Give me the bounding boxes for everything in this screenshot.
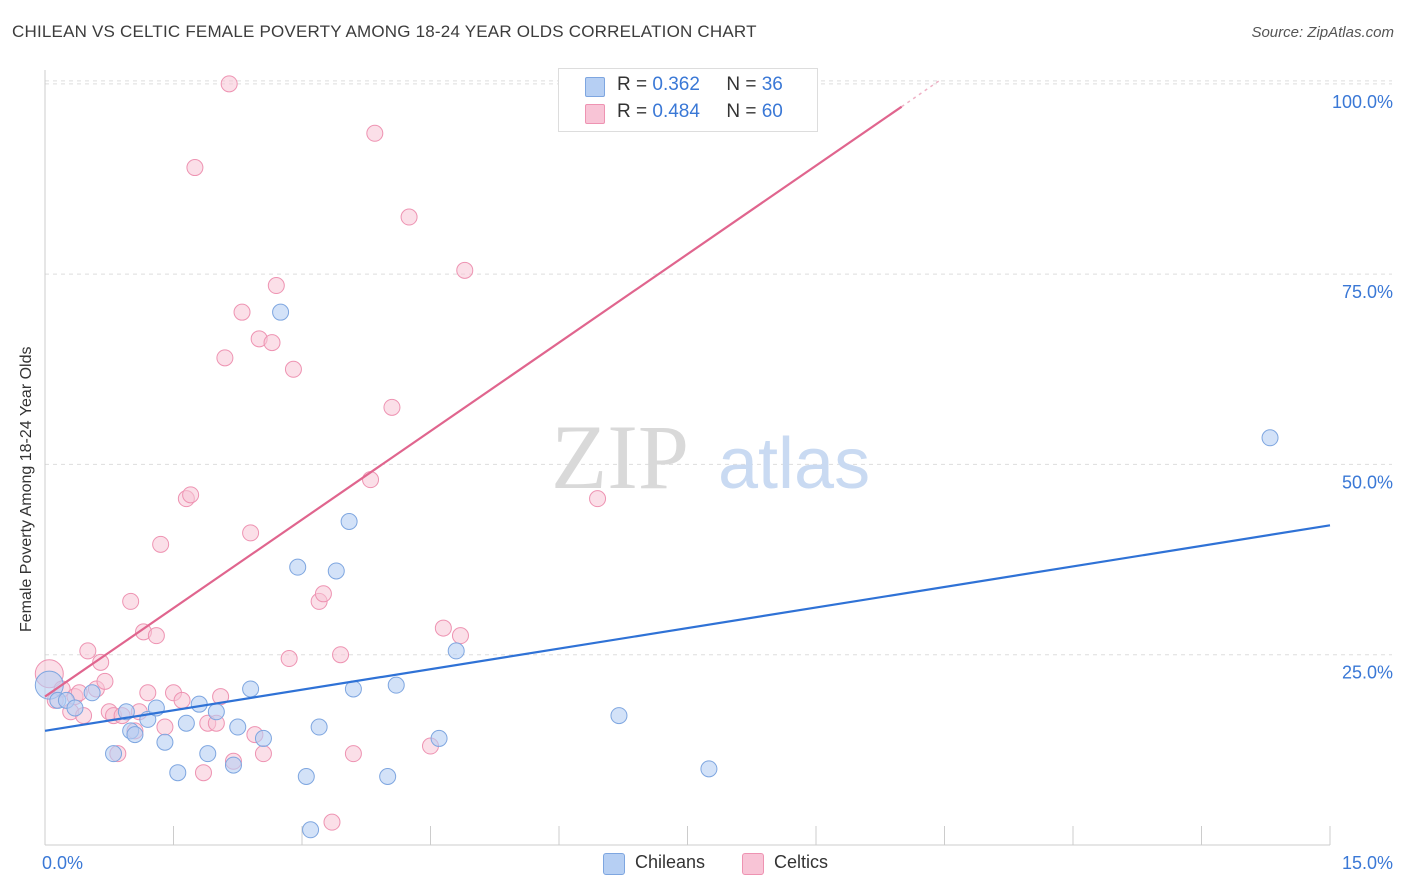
celtics-point — [122, 592, 140, 610]
y-tick-label: 25.0% — [1342, 663, 1393, 683]
celtics-n-value: 60 — [761, 101, 783, 122]
watermark-zip: ZIP — [551, 406, 689, 508]
celtics-r-label: R = — [617, 101, 648, 122]
chileans-point — [272, 303, 290, 321]
chileans-point — [297, 767, 315, 785]
grid-lines — [45, 80, 1392, 656]
chileans-point — [199, 745, 217, 763]
chart-title: CHILEAN VS CELTIC FEMALE POVERTY AMONG 1… — [12, 22, 757, 41]
celtics-point — [233, 303, 251, 321]
celtics-point — [456, 261, 474, 279]
celtics-point — [284, 360, 302, 378]
celtics-point — [332, 646, 350, 664]
chileans-legend-swatch — [603, 853, 625, 875]
chileans-point — [700, 760, 718, 778]
chileans-point — [169, 764, 187, 782]
chileans-point — [447, 642, 465, 660]
trend-lines — [44, 79, 1331, 732]
chileans-point — [66, 699, 84, 717]
chileans-point — [83, 684, 101, 702]
celtics-point — [92, 653, 110, 671]
celtics-legend-swatch — [742, 853, 764, 875]
chileans-swatch — [585, 77, 605, 97]
celtics-point — [451, 627, 469, 645]
chileans-point — [289, 558, 307, 576]
celtics-point — [182, 486, 200, 504]
y-tick-label: 75.0% — [1342, 282, 1393, 302]
y-tick-label: 100.0% — [1332, 92, 1393, 112]
chileans-point — [1261, 429, 1279, 447]
chileans-n-label: N = — [726, 74, 757, 95]
chileans-points — [34, 303, 1279, 839]
chileans-point — [302, 821, 320, 839]
celtics-point — [254, 745, 272, 763]
celtics-trend-extension — [901, 79, 941, 108]
celtics-point — [434, 619, 452, 637]
celtics-r-value: 0.484 — [652, 101, 700, 122]
celtics-point — [366, 124, 384, 142]
chileans-point — [430, 729, 448, 747]
celtics-point — [383, 398, 401, 416]
chileans-point — [610, 707, 628, 725]
celtics-point — [589, 490, 607, 508]
celtics-point — [139, 684, 157, 702]
celtics-point — [147, 627, 165, 645]
tick-labels: 25.0% 50.0% 75.0% 100.0% 0.0% 15.0% — [42, 92, 1393, 873]
x-tick-label-max: 15.0% — [1342, 853, 1393, 873]
correlation-legend: R = 0.362 N = 36 R = 0.484 N = 60 — [558, 68, 818, 132]
celtics-point — [344, 745, 362, 763]
celtics-point — [152, 535, 170, 553]
chileans-point — [340, 513, 358, 531]
celtics-point — [79, 642, 97, 660]
chileans-legend-label: Chileans — [635, 852, 706, 872]
watermark-atlas: atlas — [718, 424, 870, 504]
celtics-trend-line — [44, 105, 903, 698]
watermark: ZIP atlas — [551, 406, 870, 508]
chileans-point — [327, 562, 345, 580]
celtics-point — [186, 159, 204, 177]
x-tick-label-min: 0.0% — [42, 853, 83, 873]
chileans-point — [310, 718, 328, 736]
chileans-point — [126, 726, 144, 744]
chileans-point — [229, 718, 247, 736]
axes — [44, 70, 1331, 846]
celtics-swatch — [585, 104, 605, 124]
chileans-trend-line — [44, 524, 1331, 732]
chileans-point — [177, 714, 195, 732]
celtics-point — [400, 208, 418, 226]
celtics-point — [323, 813, 341, 831]
source-credit: Source: ZipAtlas.com — [1251, 24, 1394, 41]
celtics-point — [362, 471, 380, 489]
celtics-legend-label: Celtics — [774, 852, 829, 872]
celtics-point — [173, 691, 191, 709]
chileans-point — [379, 767, 397, 785]
celtics-point — [280, 650, 298, 668]
celtics-n-label: N = — [726, 101, 757, 122]
chileans-point — [207, 703, 225, 721]
celtics-point — [194, 764, 212, 782]
chileans-point — [254, 729, 272, 747]
celtics-point — [156, 718, 174, 736]
chileans-r-value: 0.362 — [652, 74, 700, 95]
celtics-point — [263, 334, 281, 352]
celtics-point — [216, 349, 234, 367]
chileans-r-label: R = — [617, 74, 648, 95]
chileans-point — [387, 676, 405, 694]
chileans-point — [105, 745, 123, 763]
chileans-point — [224, 756, 242, 774]
y-tick-label: 50.0% — [1342, 472, 1393, 492]
chileans-point — [242, 680, 260, 698]
celtics-point — [314, 585, 332, 603]
celtics-point — [267, 277, 285, 295]
chileans-point — [156, 733, 174, 751]
celtics-point — [96, 672, 114, 690]
celtics-point — [220, 75, 238, 93]
chileans-n-value: 36 — [761, 74, 783, 95]
celtics-point — [242, 524, 260, 542]
chileans-point — [117, 703, 135, 721]
